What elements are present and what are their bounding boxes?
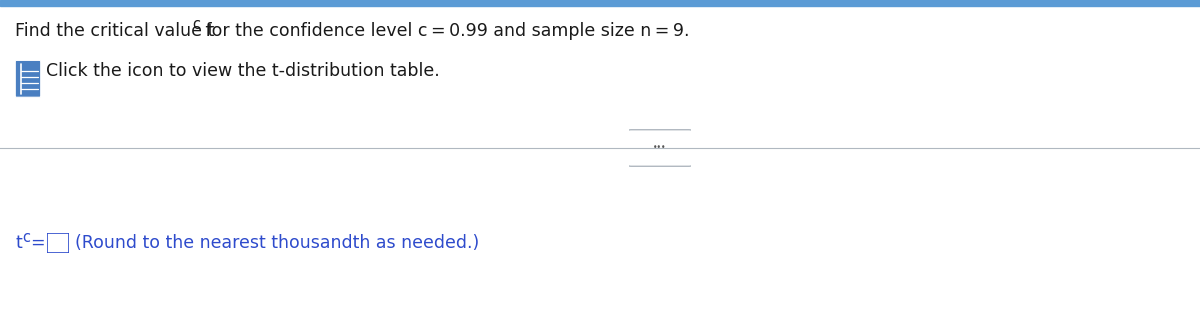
Text: •••: ••• <box>653 144 667 152</box>
Text: Find the critical value t: Find the critical value t <box>14 22 215 40</box>
FancyBboxPatch shape <box>626 130 694 166</box>
Text: =: = <box>30 234 44 252</box>
Text: t: t <box>14 234 22 252</box>
Text: Click the icon to view the t-distribution table.: Click the icon to view the t-distributio… <box>46 62 439 80</box>
FancyBboxPatch shape <box>16 60 41 97</box>
FancyBboxPatch shape <box>47 233 70 253</box>
Text: c: c <box>192 17 200 32</box>
Text: for the confidence level c = 0.99 and sample size n = 9.: for the confidence level c = 0.99 and sa… <box>200 22 690 40</box>
Text: (Round to the nearest thousandth as needed.): (Round to the nearest thousandth as need… <box>74 234 479 252</box>
Text: c: c <box>22 230 30 245</box>
